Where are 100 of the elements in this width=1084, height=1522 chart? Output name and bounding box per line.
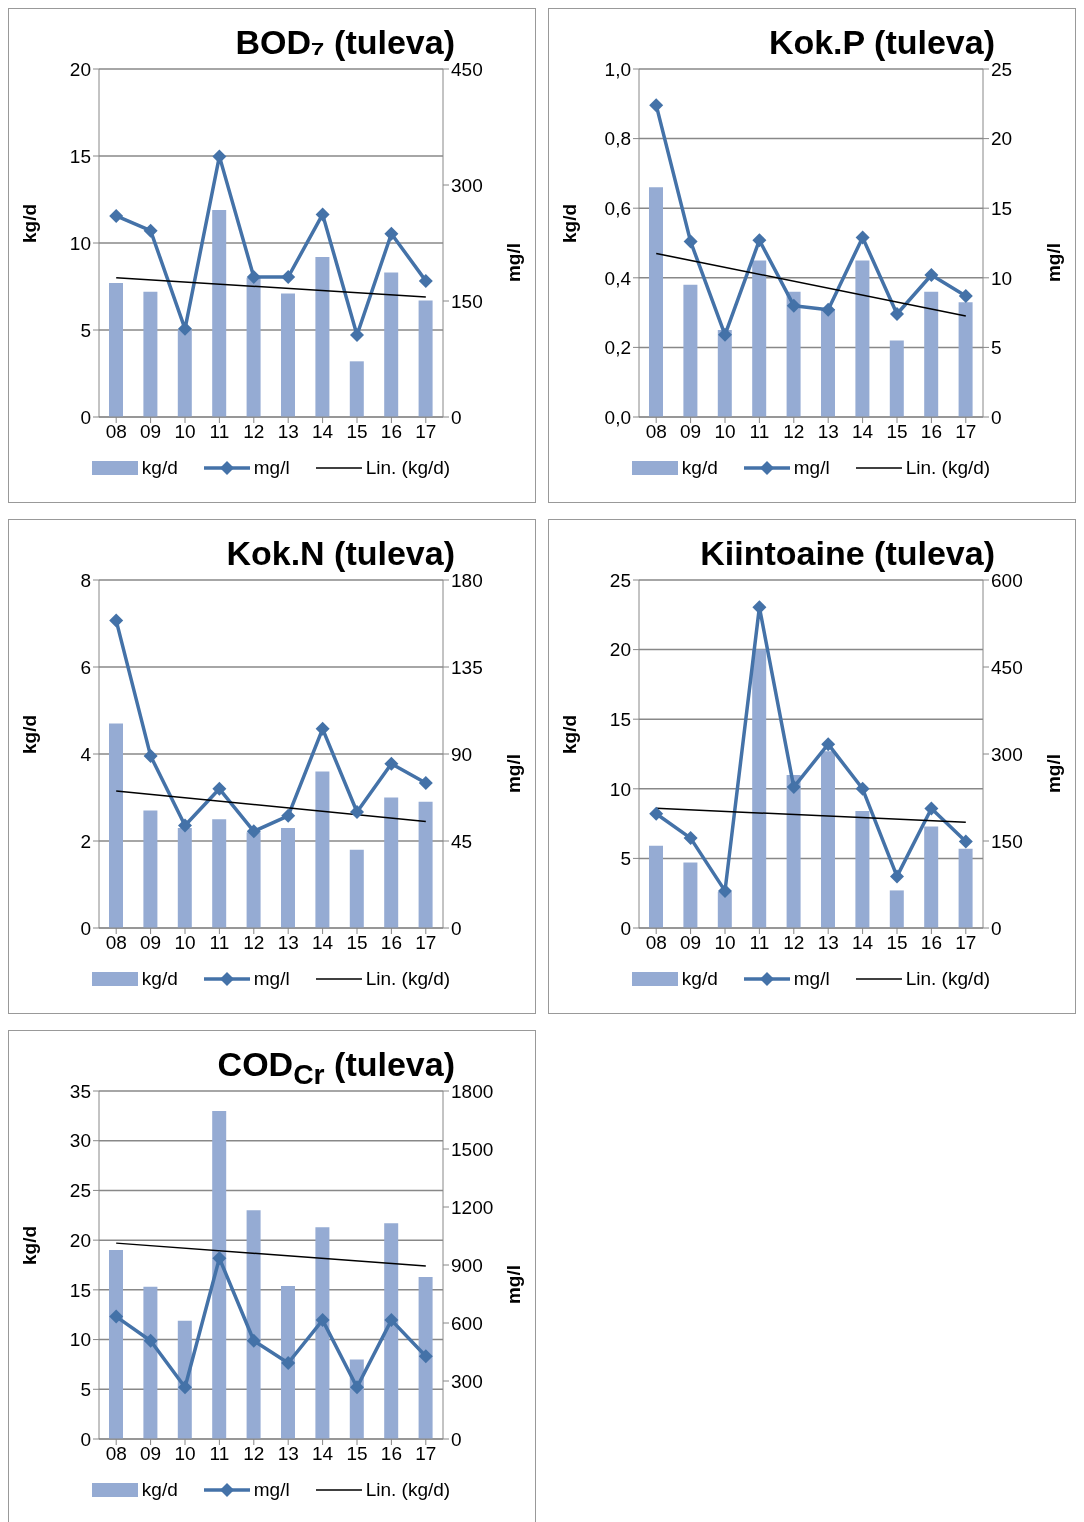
point	[718, 327, 732, 342]
x-tick-label: 16	[380, 1443, 402, 1465]
legend-label: mg/l	[793, 457, 830, 479]
bar	[109, 1250, 123, 1439]
bar	[717, 891, 732, 928]
point	[752, 233, 767, 248]
y-tick-label: 2	[80, 830, 91, 852]
legend-label: Lin. (kg/d)	[365, 968, 451, 990]
point	[350, 805, 364, 819]
y2-axis-title: mg/l	[502, 243, 524, 283]
bar	[855, 260, 870, 417]
bar	[717, 330, 732, 417]
x-tick-label: 13	[277, 421, 299, 443]
y-axis-title: kg/d	[18, 203, 40, 243]
point	[786, 780, 801, 795]
y-tick-label: 15	[609, 708, 631, 730]
y-tick-label: 10	[69, 232, 91, 254]
x-tick-label: 15	[346, 932, 368, 954]
x-tick-label: 08	[105, 1443, 127, 1465]
point	[649, 98, 664, 113]
y-tick-label: 0	[620, 917, 631, 939]
x-tick-label: 14	[852, 421, 874, 443]
point	[109, 208, 124, 223]
y2-tick-label: 1800	[451, 1080, 494, 1102]
x-tick-label: 10	[174, 932, 196, 954]
x-tick-label: 14	[312, 421, 334, 443]
x-tick-label: 11	[209, 1443, 230, 1465]
y2-tick-label: 45	[451, 830, 473, 852]
bar	[315, 771, 330, 928]
y-axis-title: kg/d	[558, 714, 580, 754]
x-tick-label: 10	[714, 932, 736, 954]
x-tick-label: 09	[140, 932, 162, 954]
bar	[889, 890, 904, 928]
bar	[649, 187, 663, 417]
y2-tick-label: 1500	[451, 1138, 494, 1160]
bar	[109, 723, 123, 928]
bar	[786, 291, 801, 417]
x-tick-label: 12	[783, 421, 805, 443]
y2-tick-label: 90	[451, 743, 473, 765]
point	[821, 737, 836, 752]
y2-tick-label: 150	[451, 290, 483, 312]
y-tick-label: 25	[69, 1180, 91, 1202]
y-tick-label: 20	[69, 58, 91, 80]
x-tick-label: 16	[380, 421, 402, 443]
point	[281, 270, 296, 285]
y2-tick-label: 0	[991, 917, 1002, 939]
point	[246, 824, 261, 839]
legend-label: kg/d	[141, 968, 178, 990]
y-tick-label: 0,2	[604, 337, 631, 359]
y-tick-label: 30	[69, 1130, 91, 1152]
bar	[821, 309, 835, 417]
y-axis-title: kg/d	[18, 714, 40, 754]
bar	[177, 827, 192, 928]
x-tick-label: 10	[174, 1443, 196, 1465]
y-tick-label: 10	[69, 1329, 91, 1351]
x-tick-label: 12	[243, 932, 265, 954]
point	[924, 801, 939, 816]
x-tick-label: 14	[312, 1443, 334, 1465]
bar	[349, 361, 364, 417]
x-tick-label: 09	[680, 421, 702, 443]
point	[212, 781, 227, 796]
x-tick-label: 11	[209, 932, 230, 954]
bar	[246, 1210, 261, 1439]
x-tick-label: 09	[140, 1443, 162, 1465]
legend-label: Lin. (kg/d)	[905, 457, 991, 479]
point	[821, 302, 836, 317]
y-tick-label: 10	[609, 778, 631, 800]
x-tick-label: 13	[817, 421, 839, 443]
point	[315, 207, 330, 222]
point	[109, 1309, 124, 1324]
bar	[889, 340, 904, 417]
point	[350, 328, 364, 343]
bar	[752, 649, 767, 928]
y2-tick-label: 20	[991, 128, 1013, 150]
x-tick-label: 12	[243, 1443, 265, 1465]
bar	[281, 293, 295, 417]
point	[855, 781, 870, 796]
bar	[246, 832, 261, 928]
bar	[281, 1285, 295, 1439]
legend-label: mg/l	[793, 968, 830, 990]
point	[384, 1313, 399, 1328]
x-tick-label: 17	[955, 932, 977, 954]
x-tick-label: 08	[105, 421, 127, 443]
point	[418, 273, 433, 288]
x-tick-label: 10	[714, 421, 736, 443]
point	[855, 230, 870, 245]
y2-tick-label: 900	[451, 1254, 483, 1276]
legend-label: Lin. (kg/d)	[365, 1479, 451, 1501]
point	[246, 1333, 261, 1348]
y2-axis-title: mg/l	[502, 1265, 524, 1305]
y2-tick-label: 0	[451, 917, 462, 939]
y-tick-label: 0,4	[604, 267, 632, 289]
x-tick-label: 12	[243, 421, 265, 443]
legend-label: Lin. (kg/d)	[905, 968, 991, 990]
point	[109, 613, 124, 628]
y2-tick-label: 600	[451, 1312, 483, 1334]
y2-tick-label: 300	[451, 174, 483, 196]
bar	[924, 826, 939, 928]
x-tick-label: 17	[415, 932, 437, 954]
bar	[384, 797, 399, 928]
